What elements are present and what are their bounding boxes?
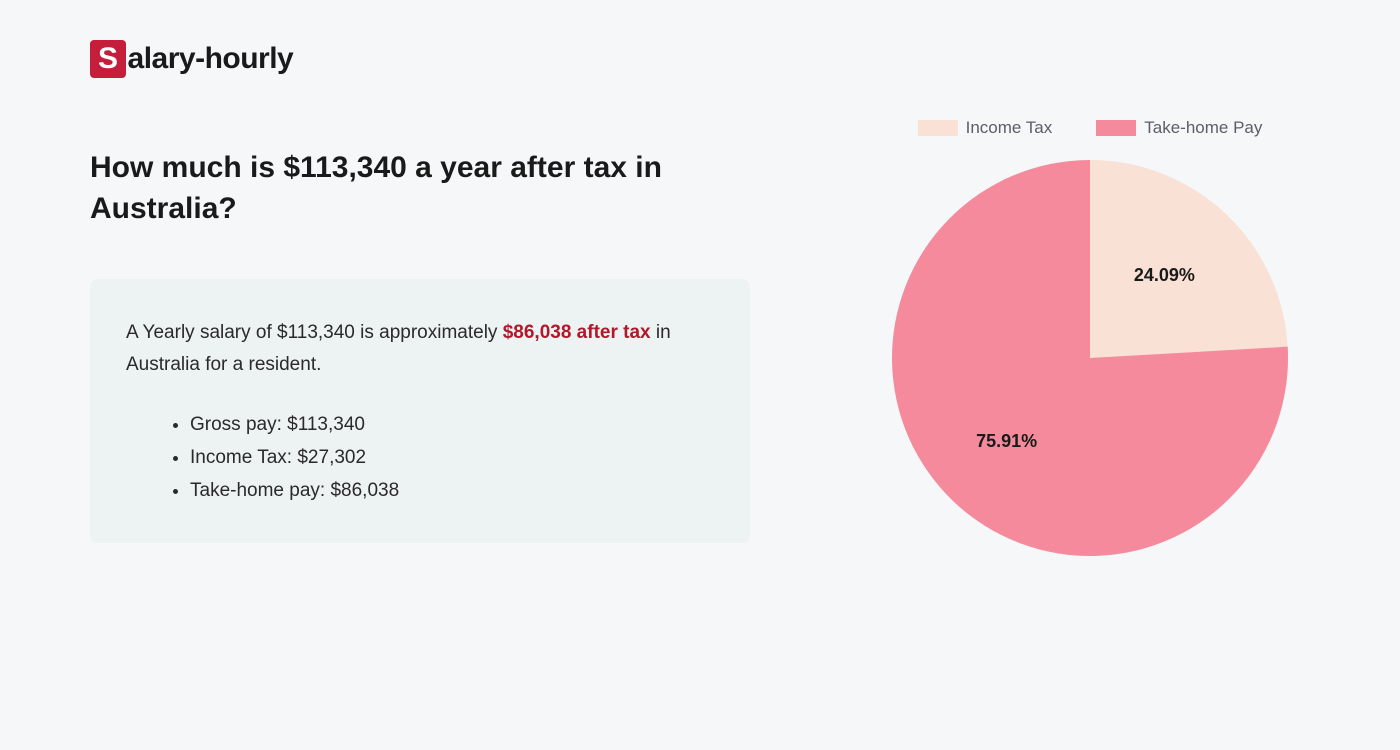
- site-logo: Salary-hourly: [90, 40, 1310, 78]
- left-column: How much is $113,340 a year after tax in…: [90, 148, 750, 543]
- legend-swatch: [1096, 120, 1136, 136]
- pie-slice: [1090, 160, 1288, 358]
- breakdown-item: Gross pay: $113,340: [190, 408, 714, 441]
- legend-item-take-home: Take-home Pay: [1096, 118, 1262, 138]
- summary-text: A Yearly salary of $113,340 is approxima…: [126, 317, 714, 382]
- legend-item-income-tax: Income Tax: [918, 118, 1053, 138]
- legend-label: Take-home Pay: [1144, 118, 1262, 138]
- logo-badge: S: [90, 40, 126, 78]
- pie-slice-label-take-home: 75.91%: [976, 431, 1037, 452]
- chart-column: Income Tax Take-home Pay 24.09% 75.91%: [870, 118, 1310, 558]
- summary-box: A Yearly salary of $113,340 is approxima…: [90, 279, 750, 543]
- summary-highlight: $86,038 after tax: [503, 322, 651, 343]
- chart-legend: Income Tax Take-home Pay: [918, 118, 1263, 138]
- logo-text: alary-hourly: [128, 42, 294, 76]
- pie-slice-label-income-tax: 24.09%: [1134, 265, 1195, 286]
- summary-prefix: A Yearly salary of $113,340 is approxima…: [126, 322, 503, 343]
- page-heading: How much is $113,340 a year after tax in…: [90, 148, 750, 229]
- breakdown-list: Gross pay: $113,340 Income Tax: $27,302 …: [126, 408, 714, 508]
- breakdown-item: Take-home pay: $86,038: [190, 474, 714, 507]
- content-row: How much is $113,340 a year after tax in…: [90, 148, 1310, 558]
- pie-chart: 24.09% 75.91%: [890, 158, 1290, 558]
- legend-label: Income Tax: [966, 118, 1053, 138]
- legend-swatch: [918, 120, 958, 136]
- breakdown-item: Income Tax: $27,302: [190, 441, 714, 474]
- pie-svg: [890, 158, 1290, 558]
